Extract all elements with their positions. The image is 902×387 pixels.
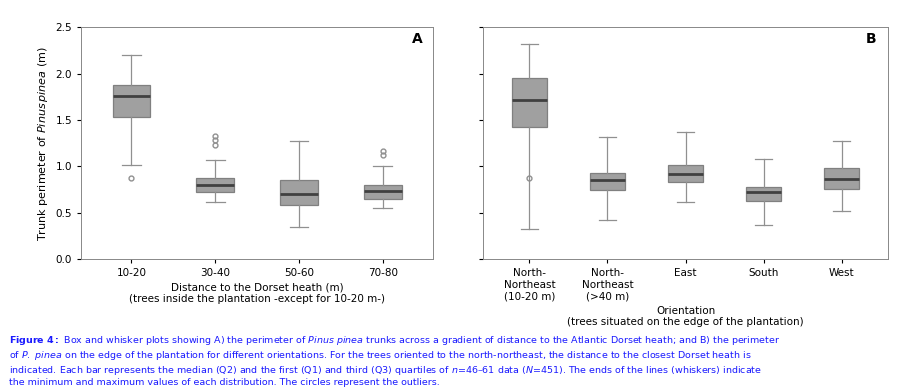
- PathPatch shape: [746, 187, 781, 201]
- PathPatch shape: [590, 173, 625, 190]
- PathPatch shape: [668, 164, 703, 182]
- X-axis label: Distance to the Dorset heath (m)
(trees inside the plantation -except for 10-20 : Distance to the Dorset heath (m) (trees …: [129, 283, 385, 304]
- PathPatch shape: [197, 178, 234, 192]
- PathPatch shape: [824, 168, 860, 189]
- PathPatch shape: [511, 78, 547, 127]
- PathPatch shape: [281, 180, 318, 205]
- PathPatch shape: [113, 85, 151, 117]
- X-axis label: Orientation
(trees situated on the edge of the plantation): Orientation (trees situated on the edge …: [567, 306, 804, 327]
- Text: A: A: [411, 32, 422, 46]
- Text: B: B: [866, 32, 877, 46]
- PathPatch shape: [364, 185, 401, 199]
- Y-axis label: Trunk perimeter of $\it{Pinus\/pinea}$ (m): Trunk perimeter of $\it{Pinus\/pinea}$ (…: [36, 46, 50, 241]
- Text: $\bf{Figure\ 4:}$ Box and whisker plots showing A) the perimeter of $\it{Pinus\ : $\bf{Figure\ 4:}$ Box and whisker plots …: [9, 334, 780, 387]
